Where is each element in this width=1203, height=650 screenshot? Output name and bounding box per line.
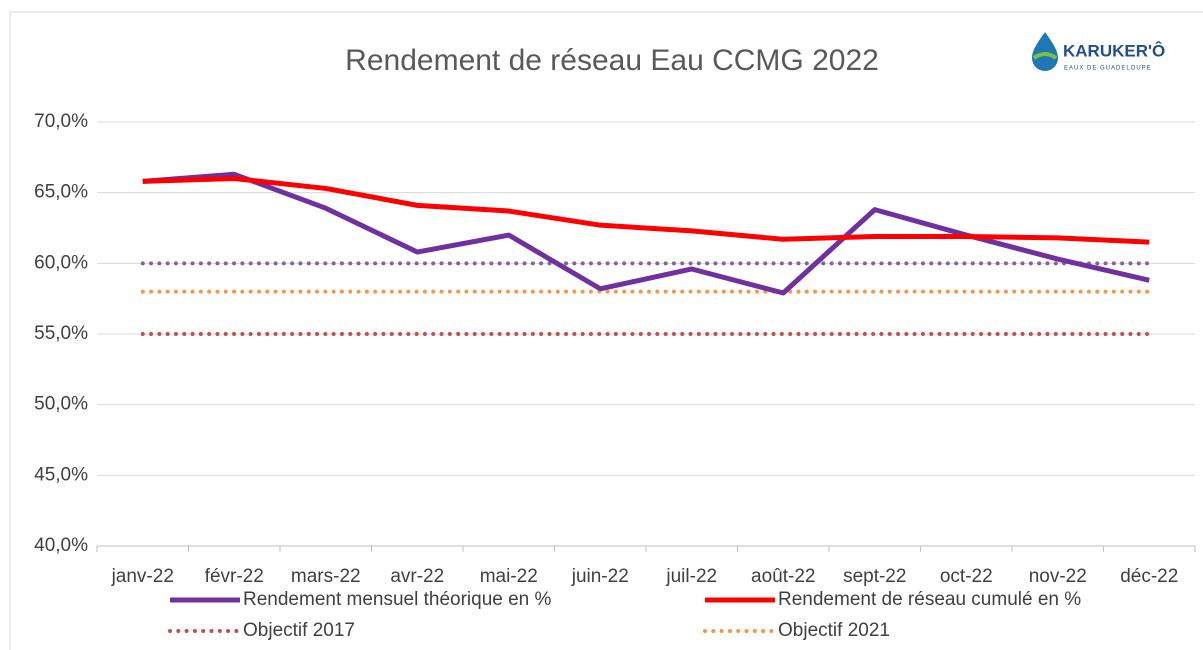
- logo-tagline: EAUX DE GUADELOUPE: [1064, 66, 1152, 72]
- logo: KARUKER'Ô EAUX DE GUADELOUPE: [1032, 32, 1165, 72]
- x-tick-label: juin-22: [571, 566, 629, 587]
- series-line: [142, 171, 1150, 296]
- x-tick-label: août-22: [751, 566, 815, 587]
- y-tick-label: 70,0%: [34, 111, 88, 132]
- legend-label: Objectif 2021: [778, 620, 890, 641]
- x-tick-label: sept-22: [843, 566, 906, 587]
- x-tick-label: déc-22: [1120, 566, 1178, 587]
- x-tick-label: avr-22: [390, 566, 444, 587]
- x-tick-label: mars-22: [291, 566, 361, 587]
- logo-name: KARUKER'Ô: [1063, 41, 1165, 60]
- x-tick-label: oct-22: [940, 566, 993, 587]
- legend-label: Objectif 2017: [243, 620, 355, 641]
- y-tick-label: 45,0%: [34, 464, 88, 485]
- logo-wave: [1032, 52, 1058, 60]
- x-tick-label: juil-22: [665, 566, 717, 587]
- x-tick-label: févr-22: [205, 566, 264, 587]
- x-tick-label: janv-22: [111, 566, 174, 587]
- chart-title: Rendement de réseau Eau CCMG 2022: [345, 44, 879, 77]
- x-tick-label: mai-22: [480, 566, 538, 587]
- y-tick-label: 65,0%: [34, 182, 88, 203]
- chart-frame: [9, 11, 1203, 650]
- legend-label: Rendement de réseau cumulé en %: [778, 589, 1081, 610]
- logo-drop: [1032, 32, 1058, 71]
- x-tick-label: nov-22: [1029, 566, 1087, 587]
- y-tick-label: 60,0%: [34, 252, 88, 273]
- legend-label: Rendement mensuel théorique en %: [243, 589, 552, 610]
- y-tick-label: 40,0%: [34, 535, 88, 556]
- y-tick-label: 55,0%: [34, 323, 88, 344]
- y-tick-label: 50,0%: [34, 394, 88, 415]
- series-line: [142, 176, 1150, 245]
